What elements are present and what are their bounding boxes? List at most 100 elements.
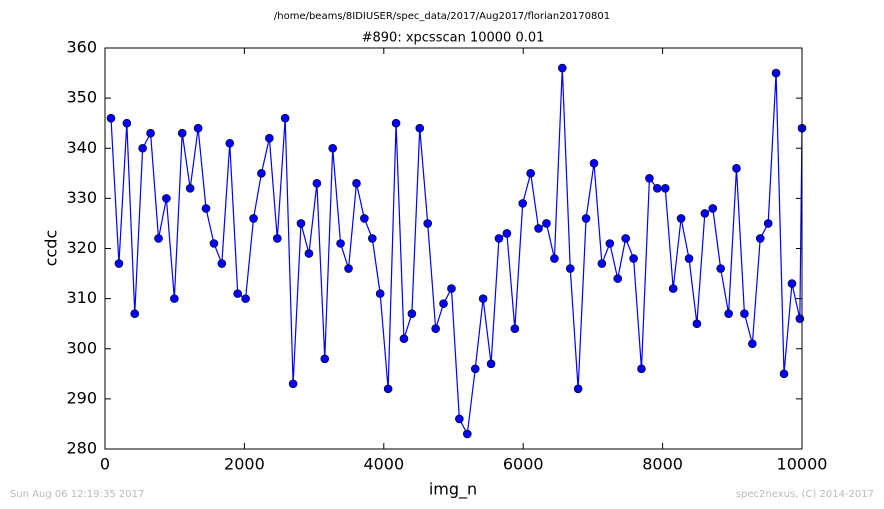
data-point bbox=[463, 429, 472, 439]
data-point bbox=[352, 179, 361, 188]
data-point bbox=[265, 133, 274, 143]
data-point bbox=[336, 239, 345, 248]
plot-frame bbox=[104, 47, 803, 450]
y-tick-label: 320 bbox=[66, 238, 97, 257]
data-point bbox=[383, 384, 393, 394]
x-tick-label: 10000 bbox=[777, 455, 828, 474]
data-point bbox=[597, 259, 607, 268]
data-point bbox=[439, 299, 448, 308]
data-point bbox=[272, 234, 282, 243]
data-point bbox=[486, 359, 496, 369]
data-point bbox=[771, 68, 781, 78]
data-point bbox=[328, 143, 338, 153]
footer-right: spec2nexus, (C) 2014-2017 bbox=[736, 489, 874, 500]
data-point bbox=[755, 234, 765, 243]
data-point bbox=[605, 239, 615, 248]
data-point bbox=[344, 264, 353, 273]
data-point bbox=[296, 219, 306, 228]
data-point bbox=[415, 123, 425, 133]
data-point bbox=[391, 118, 401, 128]
y-tick-label: 300 bbox=[66, 338, 97, 357]
x-axis-label: img_n bbox=[429, 480, 477, 500]
suptitle: /home/beams/8IDIUSER/spec_data/2017/Aug2… bbox=[274, 11, 610, 22]
data-point bbox=[367, 234, 377, 243]
data-point bbox=[130, 309, 140, 318]
data-point bbox=[613, 274, 623, 283]
data-point bbox=[676, 214, 686, 223]
y-axis-label: ccdc bbox=[42, 230, 61, 267]
data-point bbox=[478, 294, 488, 303]
data-point bbox=[447, 284, 456, 293]
data-point bbox=[399, 334, 409, 344]
data-point bbox=[534, 224, 543, 233]
data-point bbox=[225, 138, 235, 148]
data-point bbox=[423, 219, 433, 228]
data-point bbox=[740, 309, 749, 318]
data-point bbox=[146, 128, 155, 138]
data-point bbox=[280, 113, 290, 123]
data-point bbox=[494, 234, 504, 243]
data-point bbox=[589, 158, 599, 168]
y-tick-label: 330 bbox=[66, 188, 97, 207]
data-point bbox=[185, 184, 195, 193]
data-point bbox=[716, 264, 725, 273]
chart-title: #890: xpcsscan 10000 0.01 bbox=[362, 31, 545, 46]
y-tick-label: 280 bbox=[66, 439, 97, 458]
data-point bbox=[312, 179, 322, 188]
data-point bbox=[288, 379, 298, 389]
data-point bbox=[518, 199, 528, 208]
y-tick-label: 290 bbox=[66, 388, 97, 407]
data-point bbox=[795, 314, 805, 323]
data-point bbox=[217, 259, 227, 268]
data-point bbox=[700, 209, 710, 218]
data-point bbox=[177, 128, 187, 138]
data-point bbox=[154, 234, 163, 243]
data-point bbox=[763, 219, 773, 228]
x-tick-label: 4000 bbox=[363, 455, 404, 474]
data-point bbox=[637, 364, 646, 374]
data-point bbox=[573, 384, 583, 394]
data-point bbox=[241, 294, 250, 303]
x-tick-label: 0 bbox=[100, 455, 110, 474]
data-point bbox=[581, 214, 591, 223]
x-tick-label: 2000 bbox=[224, 455, 265, 474]
x-tick-label: 8000 bbox=[642, 455, 683, 474]
data-point bbox=[470, 364, 480, 374]
data-point bbox=[257, 169, 266, 178]
footer-left: Sun Aug 06 12:19:35 2017 bbox=[10, 489, 144, 500]
data-point bbox=[407, 309, 417, 318]
data-point bbox=[209, 239, 219, 248]
data-point bbox=[692, 319, 702, 328]
data-point bbox=[787, 279, 797, 288]
data-point bbox=[201, 204, 211, 213]
data-point bbox=[542, 219, 551, 228]
y-tick-label: 350 bbox=[66, 88, 97, 107]
data-point bbox=[114, 259, 124, 268]
data-point bbox=[748, 339, 757, 349]
data-point bbox=[629, 254, 638, 263]
data-point bbox=[558, 63, 567, 73]
data-point bbox=[526, 169, 535, 178]
data-point bbox=[565, 264, 575, 273]
data-point bbox=[684, 254, 694, 263]
data-point bbox=[653, 184, 662, 193]
y-tick-label: 360 bbox=[66, 38, 97, 57]
data-point bbox=[645, 174, 654, 183]
data-point bbox=[724, 309, 733, 318]
data-point bbox=[162, 194, 171, 203]
data-point bbox=[106, 113, 116, 123]
data-point bbox=[320, 354, 330, 364]
data-point bbox=[510, 324, 520, 334]
data-point bbox=[455, 414, 464, 424]
data-point bbox=[360, 214, 369, 223]
data-point bbox=[304, 249, 314, 258]
data-point bbox=[431, 324, 440, 334]
data-point bbox=[708, 204, 718, 213]
data-point bbox=[621, 234, 630, 243]
data-point bbox=[732, 164, 741, 173]
data-point bbox=[668, 284, 678, 293]
data-point bbox=[550, 254, 559, 263]
data-point bbox=[660, 184, 670, 193]
